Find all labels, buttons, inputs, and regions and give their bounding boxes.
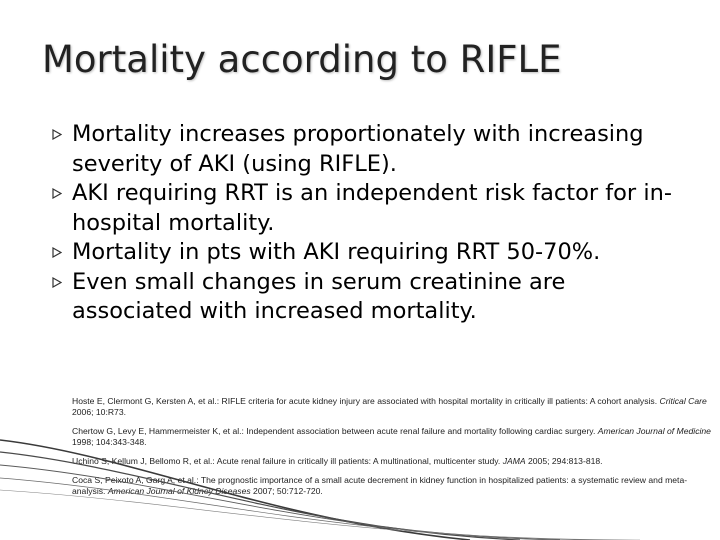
reference-item: Coca S, Peixoto A, Garg A, et al.: The p… bbox=[72, 475, 688, 496]
bullet-text: Mortality in pts with AKI requiring RRT … bbox=[72, 239, 601, 265]
bullet-text: Even small changes in serum creatinine a… bbox=[72, 268, 566, 325]
list-item: AKI requiring RRT is an independent risk… bbox=[52, 179, 672, 238]
slide-title: Mortality according to RIFLE bbox=[42, 38, 562, 81]
list-item: Even small changes in serum creatinine a… bbox=[52, 268, 672, 327]
references: Hoste E, Clermont G, Kersten A, et al.: … bbox=[72, 396, 712, 505]
bullet-text: AKI requiring RRT is an independent risk… bbox=[72, 180, 672, 236]
reference-item: Hoste E, Clermont G, Kersten A, et al.: … bbox=[72, 396, 707, 417]
hollow-arrow-bullet-icon bbox=[52, 188, 62, 199]
reference-item: Chertow G, Levy E, Hammermeister K, et a… bbox=[72, 426, 711, 447]
hollow-arrow-bullet-icon bbox=[52, 276, 62, 288]
list-item: Mortality increases proportionately with… bbox=[52, 120, 672, 179]
list-item: Mortality in pts with AKI requiring RRT … bbox=[52, 238, 672, 268]
bullet-list: Mortality increases proportionately with… bbox=[52, 120, 672, 327]
bullet-text: Mortality increases proportionately with… bbox=[72, 121, 644, 177]
hollow-arrow-bullet-icon bbox=[52, 247, 62, 258]
hollow-arrow-bullet-icon bbox=[52, 129, 62, 140]
reference-item: Uchino S, Kellum J, Bellomo R, et al.: A… bbox=[72, 456, 603, 466]
